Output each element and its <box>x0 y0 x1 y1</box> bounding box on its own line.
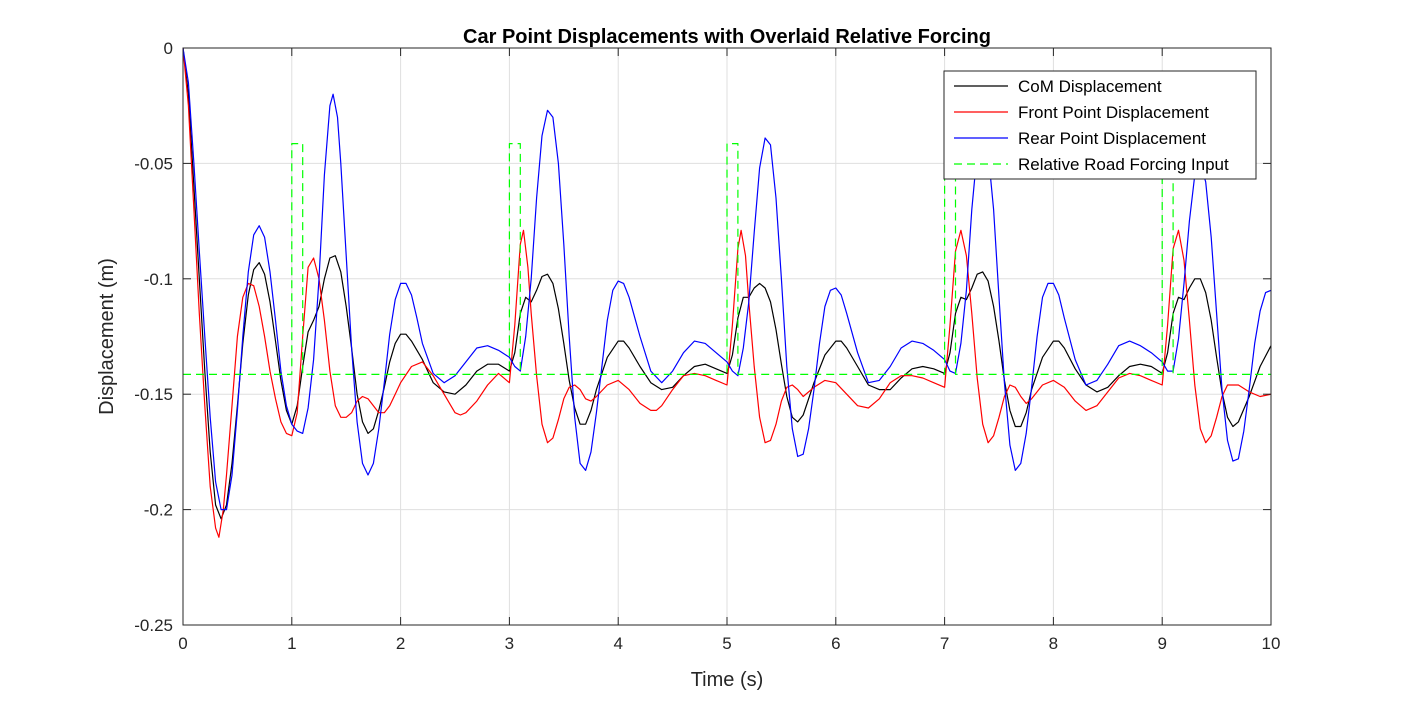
x-tick-label: 1 <box>287 634 296 653</box>
x-tick-label: 8 <box>1049 634 1058 653</box>
series-layer <box>183 48 1271 538</box>
x-tick-label: 9 <box>1157 634 1166 653</box>
ticks: 0 1 2 3 4 5 6 7 8 9 10 -0.25 -0.2 -0.15 -0.1 -0.05 0 <box>134 39 1280 653</box>
x-axis-label: Time (s) <box>691 669 764 691</box>
x-tick-label: 10 <box>1262 634 1281 653</box>
series-line-com-displacement <box>183 48 1271 520</box>
legend: CoM Displacement Front Point Displacement… <box>943 70 1257 180</box>
x-tick-label: 4 <box>613 634 622 653</box>
legend-label-rear-point-displacement: Rear Point Displacement <box>1018 129 1206 148</box>
y-tick-label: -0.05 <box>134 154 173 173</box>
chart-title: Car Point Displacements with Overlaid Re… <box>463 26 991 48</box>
y-tick-label: -0.25 <box>134 616 173 635</box>
legend-box <box>943 70 1257 180</box>
series-line-front-point-displacement <box>183 48 1271 538</box>
x-tick-label: 2 <box>396 634 405 653</box>
legend-label-com-displacement: CoM Displacement <box>1018 77 1162 96</box>
x-tick-label: 6 <box>831 634 840 653</box>
legend-label-relative-road-forcing-input: Relative Road Forcing Input <box>1018 155 1229 174</box>
y-tick-label: 0 <box>164 39 173 58</box>
y-tick-label: -0.1 <box>144 270 173 289</box>
y-tick-label: -0.2 <box>144 501 173 520</box>
x-tick-label: 0 <box>178 634 187 653</box>
legend-label-front-point-displacement: Front Point Displacement <box>1018 103 1209 122</box>
y-axis-label: Displacement (m) <box>96 258 118 415</box>
series-line-rear-point-displacement <box>183 48 1271 511</box>
series-line-relative-road-forcing-input <box>183 143 1271 375</box>
y-tick-label: -0.15 <box>134 385 173 404</box>
x-tick-label: 7 <box>940 634 949 653</box>
x-tick-label: 3 <box>505 634 514 653</box>
x-tick-label: 5 <box>722 634 731 653</box>
